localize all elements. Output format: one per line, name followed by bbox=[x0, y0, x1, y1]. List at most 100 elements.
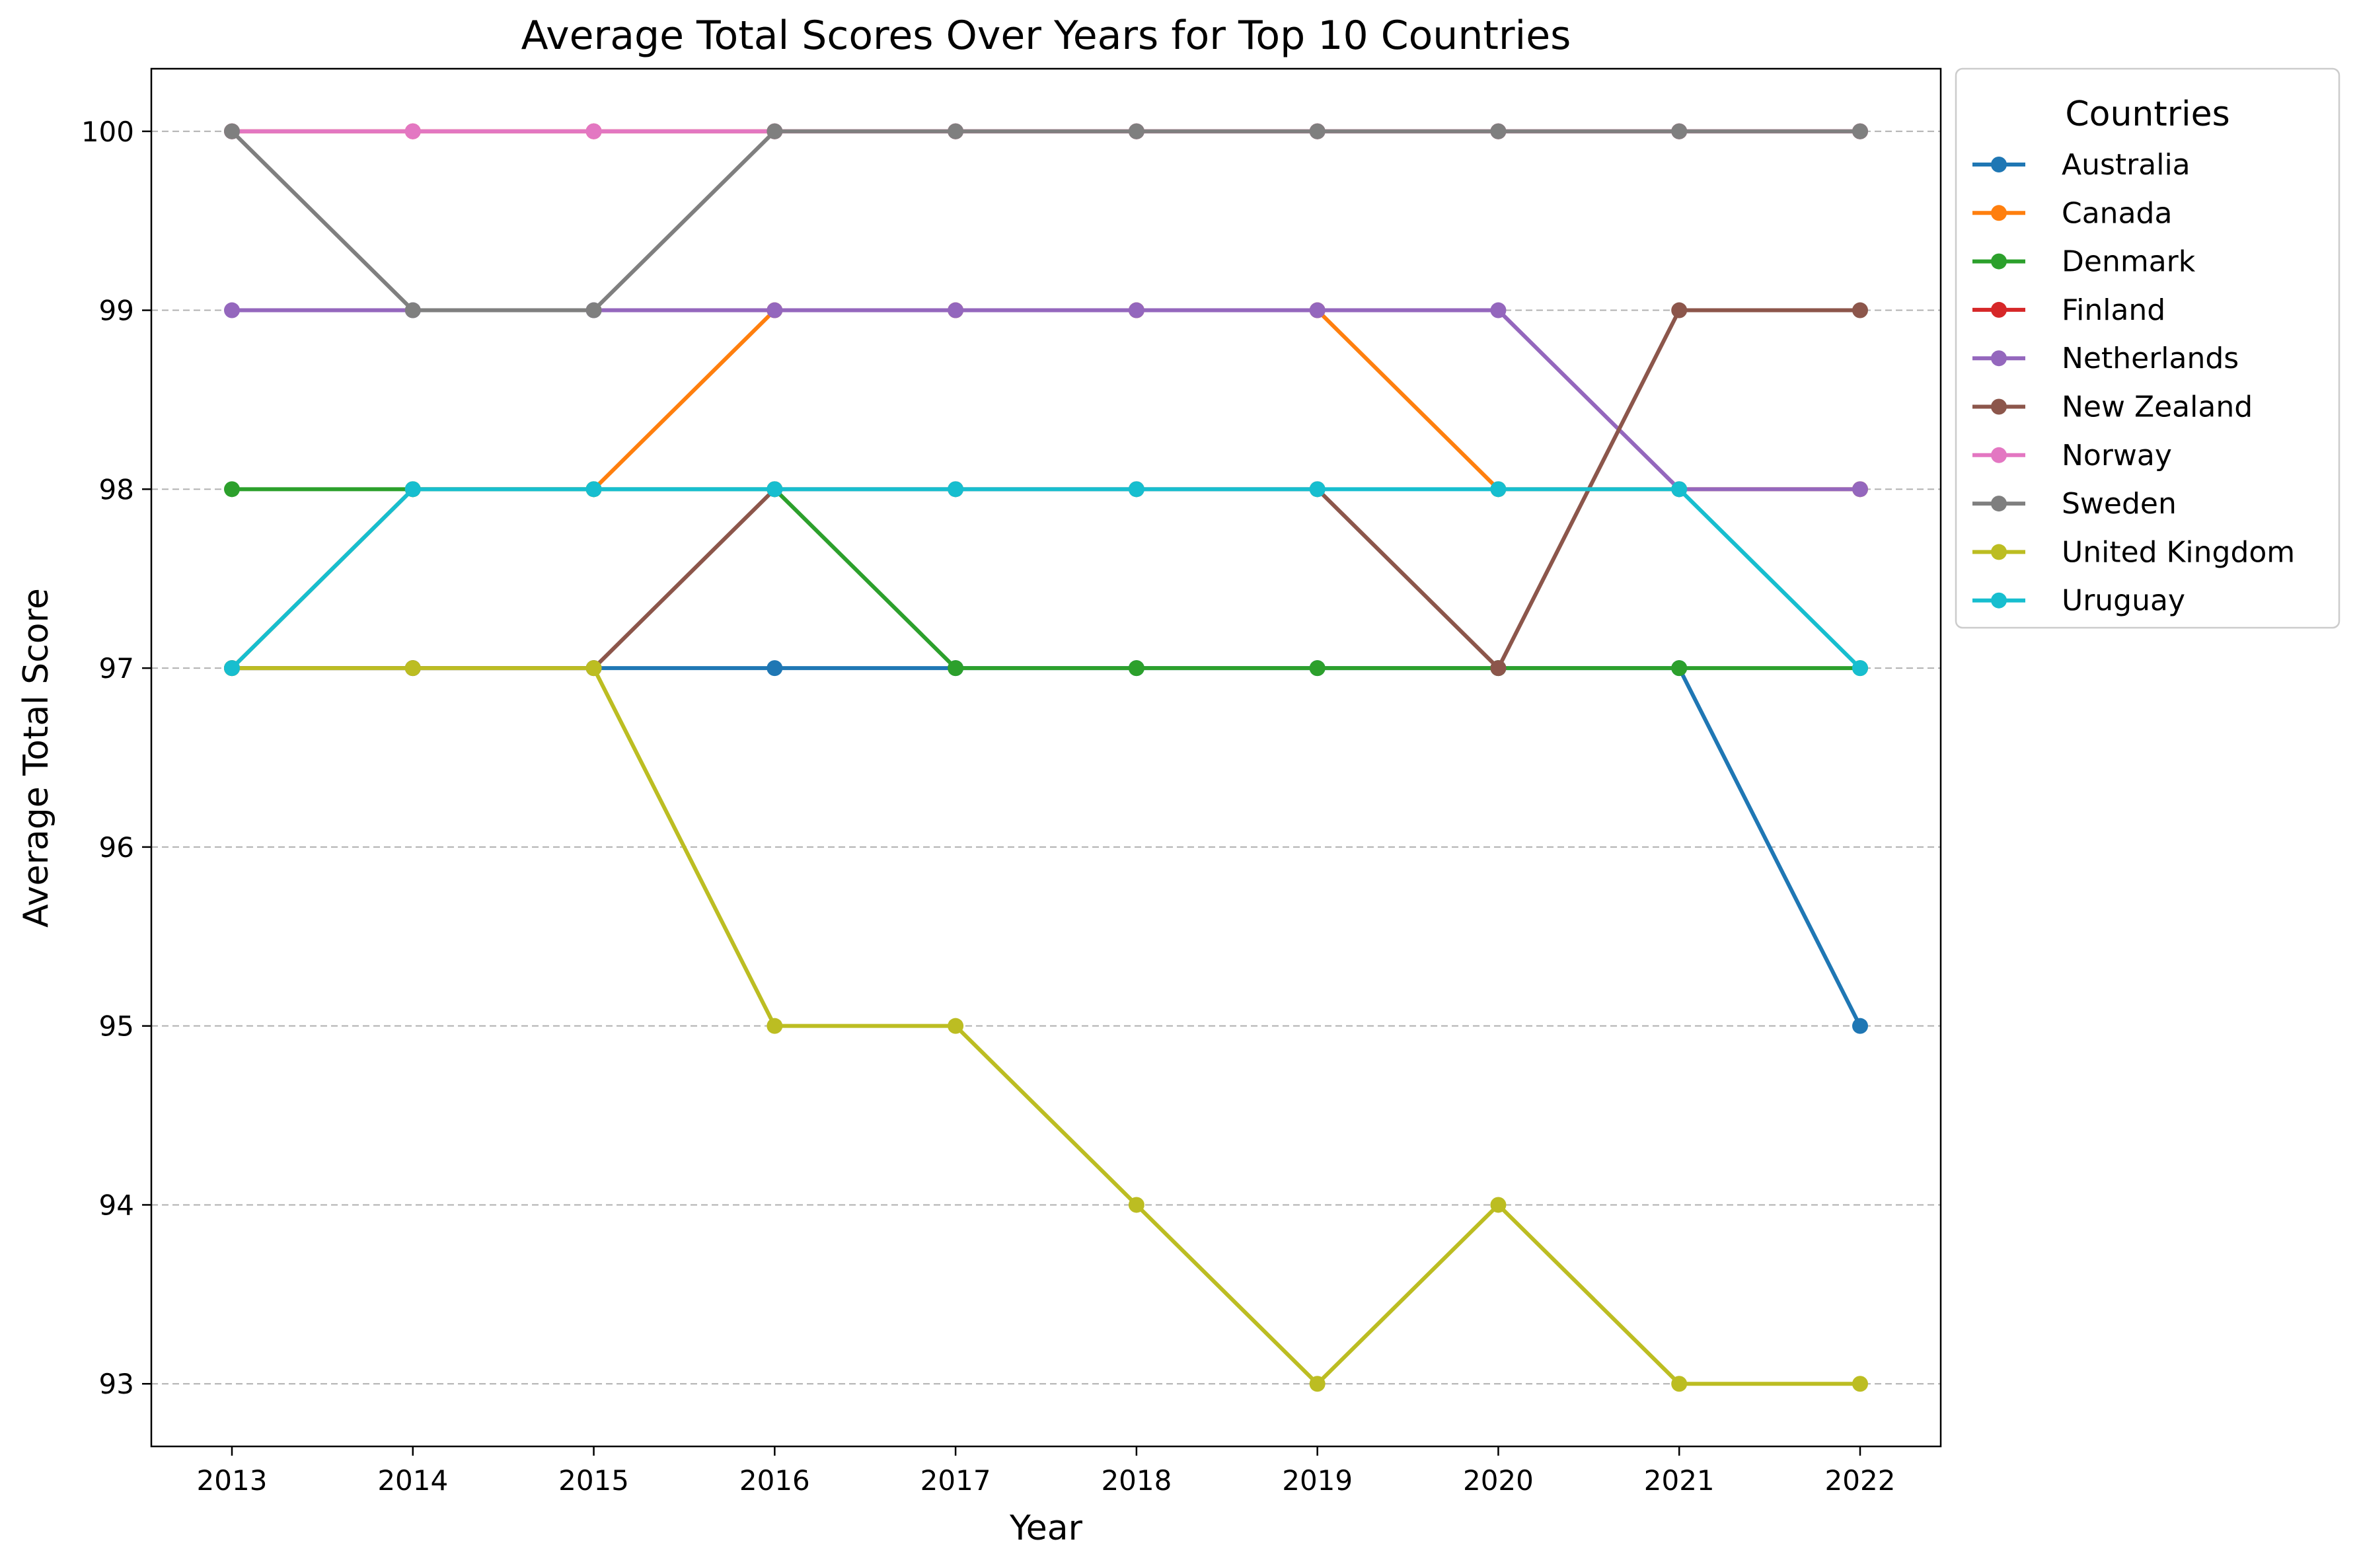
legend-items: Australia Canada Denmark Finland Netherlands… bbox=[1972, 148, 2295, 618]
data-point-new-zealand bbox=[1490, 660, 1507, 677]
y-tick-label: 99 bbox=[99, 295, 134, 327]
data-point-uruguay bbox=[1309, 481, 1326, 498]
data-point-sweden bbox=[948, 123, 964, 139]
legend-label: United Kingdom bbox=[2062, 535, 2295, 569]
legend-marker bbox=[1991, 544, 2007, 560]
data-point-australia bbox=[1852, 1018, 1868, 1034]
data-point-norway bbox=[404, 123, 421, 139]
data-point-uruguay bbox=[585, 481, 602, 498]
x-axis-label: Year bbox=[1009, 1509, 1083, 1548]
legend-marker bbox=[1991, 157, 2007, 172]
data-point-denmark bbox=[1309, 660, 1326, 677]
x-tick-label: 2014 bbox=[377, 1464, 448, 1497]
data-point-uruguay bbox=[404, 481, 421, 498]
legend-label: New Zealand bbox=[2062, 391, 2253, 424]
legend-item-new-zealand: New Zealand bbox=[1972, 391, 2253, 424]
x-tick-label: 2016 bbox=[739, 1464, 810, 1497]
x-tick-label: 2019 bbox=[1282, 1464, 1353, 1497]
x-axis: 2013 2014 2015 2016 2017 2018 2019 2020 2021 2022 bbox=[197, 1446, 1896, 1497]
legend-marker bbox=[1991, 398, 2007, 415]
legend-label: Canada bbox=[2062, 196, 2172, 230]
legend-item-australia: Australia bbox=[1972, 148, 2190, 182]
legend-frame bbox=[1955, 67, 2340, 629]
series-uruguay bbox=[224, 481, 1868, 677]
data-point-united-kingdom bbox=[1490, 1197, 1507, 1213]
y-tick-label: 97 bbox=[99, 652, 134, 685]
x-tick-label: 2018 bbox=[1101, 1464, 1172, 1497]
series-sweden bbox=[224, 123, 1868, 318]
data-point-sweden bbox=[585, 302, 602, 318]
data-point-uruguay bbox=[1671, 481, 1688, 498]
data-point-sweden bbox=[1309, 123, 1326, 139]
legend-item-denmark: Denmark bbox=[1972, 245, 2196, 279]
legend: Countries Australia Canada Denmark Finland N… bbox=[1955, 67, 2340, 629]
legend-marker bbox=[1991, 496, 2007, 512]
y-axis: 93 94 95 96 97 98 99 100 bbox=[81, 116, 151, 1400]
y-tick-label: 93 bbox=[99, 1368, 134, 1400]
series-line-sweden bbox=[230, 129, 1860, 313]
data-point-netherlands bbox=[1852, 481, 1868, 498]
x-tick-label: 2017 bbox=[920, 1464, 991, 1497]
data-point-denmark bbox=[1671, 660, 1688, 677]
legend-label: Norway bbox=[2062, 439, 2172, 472]
legend-label: Uruguay bbox=[2062, 584, 2185, 618]
chart-title: Average Total Scores Over Years for Top … bbox=[521, 13, 1571, 59]
data-point-uruguay bbox=[1490, 481, 1507, 498]
legend-label: Denmark bbox=[2062, 245, 2196, 279]
legend-marker bbox=[1991, 253, 2007, 270]
legend-item-uruguay: Uruguay bbox=[1972, 584, 2185, 618]
data-point-sweden bbox=[1490, 123, 1507, 139]
legend-item-norway: Norway bbox=[1972, 439, 2172, 472]
data-point-uruguay bbox=[767, 481, 783, 498]
legend-label: Sweden bbox=[2062, 487, 2177, 521]
y-tick-label: 94 bbox=[99, 1189, 134, 1221]
data-point-netherlands bbox=[1309, 302, 1326, 318]
legend-item-sweden: Sweden bbox=[1972, 487, 2177, 521]
data-point-sweden bbox=[1128, 123, 1144, 139]
data-point-sweden bbox=[224, 123, 240, 139]
data-point-australia bbox=[767, 660, 783, 677]
legend-item-canada: Canada bbox=[1972, 196, 2172, 230]
legend-item-finland: Finland bbox=[1972, 293, 2165, 327]
series-lines bbox=[224, 123, 1868, 1392]
legend-marker bbox=[1991, 592, 2007, 609]
data-point-new-zealand bbox=[1852, 302, 1868, 318]
x-tick-label: 2020 bbox=[1463, 1464, 1534, 1497]
data-point-united-kingdom bbox=[767, 1018, 783, 1034]
legend-title: Countries bbox=[2065, 94, 2229, 134]
legend-item-united-kingdom: United Kingdom bbox=[1972, 535, 2295, 569]
data-point-united-kingdom bbox=[404, 660, 421, 677]
data-point-uruguay bbox=[948, 481, 964, 498]
data-point-netherlands bbox=[948, 302, 964, 318]
data-point-denmark bbox=[948, 660, 964, 677]
y-tick-label: 96 bbox=[99, 831, 134, 864]
plot-frame bbox=[150, 67, 1942, 1448]
x-tick-label: 2021 bbox=[1644, 1464, 1715, 1497]
data-point-united-kingdom bbox=[1671, 1376, 1688, 1392]
data-point-sweden bbox=[1852, 123, 1868, 139]
x-tick-label: 2013 bbox=[197, 1464, 268, 1497]
data-point-netherlands bbox=[1490, 302, 1507, 318]
legend-marker bbox=[1991, 447, 2007, 463]
data-point-united-kingdom bbox=[1309, 1376, 1326, 1392]
legend-item-netherlands: Netherlands bbox=[1972, 342, 2239, 375]
x-tick-label: 2022 bbox=[1825, 1464, 1896, 1497]
legend-marker bbox=[1991, 205, 2007, 221]
data-point-united-kingdom bbox=[1852, 1376, 1868, 1392]
x-tick-label: 2015 bbox=[558, 1464, 629, 1497]
data-point-netherlands bbox=[1128, 302, 1144, 318]
data-point-new-zealand bbox=[1671, 302, 1688, 318]
data-point-uruguay bbox=[1128, 481, 1144, 498]
y-axis-label: Average Total Score bbox=[17, 588, 56, 928]
legend-label: Australia bbox=[2062, 148, 2190, 182]
data-point-norway bbox=[585, 123, 602, 139]
legend-marker bbox=[1991, 301, 2007, 318]
data-point-united-kingdom bbox=[585, 660, 602, 677]
data-point-denmark bbox=[224, 481, 240, 498]
legend-label: Netherlands bbox=[2062, 342, 2239, 375]
data-point-netherlands bbox=[767, 302, 783, 318]
legend-marker bbox=[1991, 350, 2007, 367]
data-point-netherlands bbox=[224, 302, 240, 318]
